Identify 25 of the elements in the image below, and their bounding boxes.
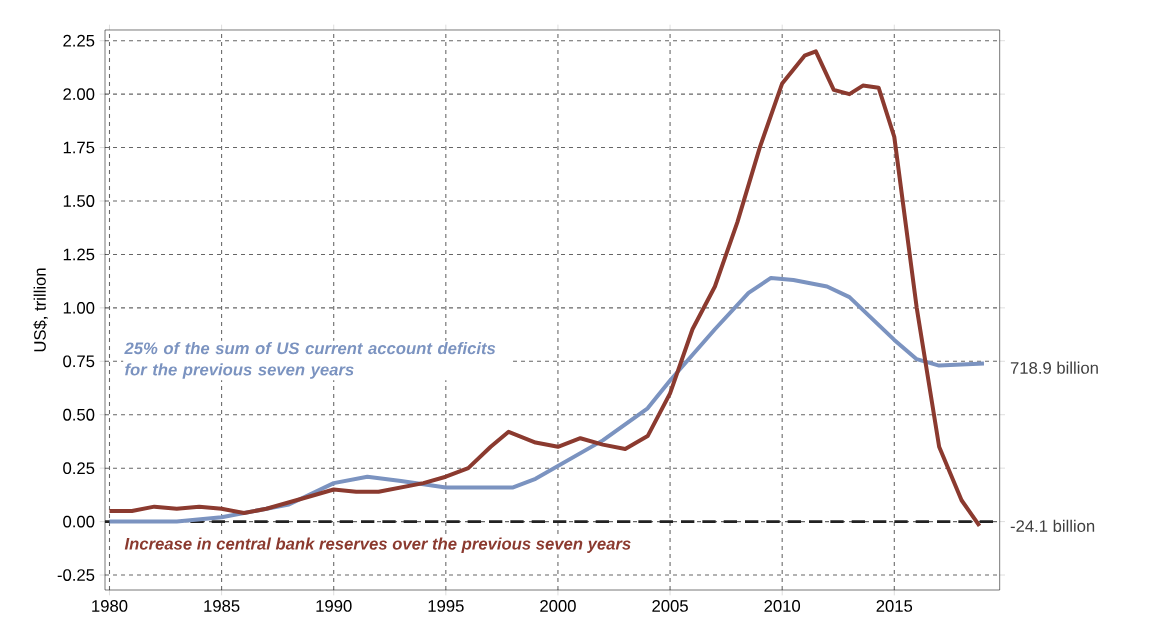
y-tick-label: 1.25	[63, 248, 95, 261]
series-label: Increase in central bank reserves over the previous seven years	[124, 537, 631, 553]
y-tick-label: 1.75	[63, 141, 95, 154]
y-tick-label: 0.75	[63, 355, 95, 368]
x-tick-label: 1995	[428, 600, 464, 612]
y-tick-label: 0.25	[63, 462, 95, 475]
y-axis-title: US$, trillion	[33, 268, 48, 352]
y-tick-label: 2.25	[63, 34, 95, 47]
text: 25% of the sum of US current account deficits for the previous seven years	[124, 341, 496, 379]
x-tick-label: 2005	[652, 600, 688, 612]
annotation: -24.1 billion	[1010, 519, 1095, 532]
x-tick-label: 2000	[540, 600, 576, 612]
x-tick-label: 1980	[92, 600, 128, 612]
x-tick-label: 1990	[316, 600, 352, 612]
y-tick-label: 1.50	[63, 195, 95, 207]
x-tick-label: 1985	[204, 600, 240, 612]
y-tick-label: 0.00	[63, 515, 95, 528]
line-series	[107, 49, 982, 528]
y-tick-label: 0.50	[63, 408, 95, 421]
y-tick-label: 2.00	[63, 88, 95, 101]
y-tick-label: -0.25	[57, 569, 95, 581]
y-tick-label: 1.00	[63, 301, 95, 314]
x-tick-label: 2010	[764, 600, 801, 612]
annotation: 718.9 billion	[1010, 361, 1098, 374]
x-tick-label: 2015	[876, 600, 913, 612]
